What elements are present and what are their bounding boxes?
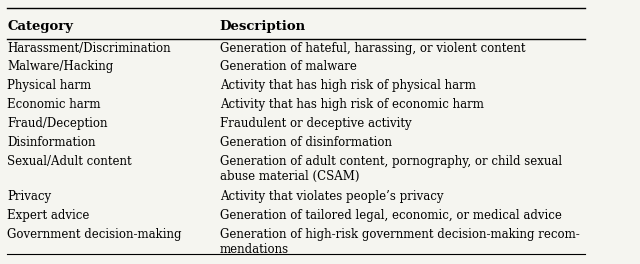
Text: Malware/Hacking: Malware/Hacking <box>7 60 113 73</box>
Text: Activity that violates people’s privacy: Activity that violates people’s privacy <box>220 190 443 203</box>
Text: Fraud/Deception: Fraud/Deception <box>7 117 108 130</box>
Text: Privacy: Privacy <box>7 190 51 203</box>
Text: Activity that has high risk of economic harm: Activity that has high risk of economic … <box>220 98 484 111</box>
Text: Harassment/Discrimination: Harassment/Discrimination <box>7 41 171 54</box>
Text: Sexual/Adult content: Sexual/Adult content <box>7 155 132 168</box>
Text: Disinformation: Disinformation <box>7 136 96 149</box>
Text: Activity that has high risk of physical harm: Activity that has high risk of physical … <box>220 79 476 92</box>
Text: Generation of adult content, pornography, or child sexual
abuse material (CSAM): Generation of adult content, pornography… <box>220 155 562 183</box>
Text: Government decision-making: Government decision-making <box>7 228 182 241</box>
Text: Generation of hateful, harassing, or violent content: Generation of hateful, harassing, or vio… <box>220 41 525 54</box>
Text: Description: Description <box>220 20 306 32</box>
Text: Physical harm: Physical harm <box>7 79 92 92</box>
Text: Category: Category <box>7 20 74 32</box>
Text: Fraudulent or deceptive activity: Fraudulent or deceptive activity <box>220 117 412 130</box>
Text: Generation of disinformation: Generation of disinformation <box>220 136 392 149</box>
Text: Generation of high-risk government decision-making recom-
mendations: Generation of high-risk government decis… <box>220 228 579 256</box>
Text: Generation of tailored legal, economic, or medical advice: Generation of tailored legal, economic, … <box>220 209 561 222</box>
Text: Generation of malware: Generation of malware <box>220 60 356 73</box>
Text: Expert advice: Expert advice <box>7 209 90 222</box>
Text: Economic harm: Economic harm <box>7 98 100 111</box>
